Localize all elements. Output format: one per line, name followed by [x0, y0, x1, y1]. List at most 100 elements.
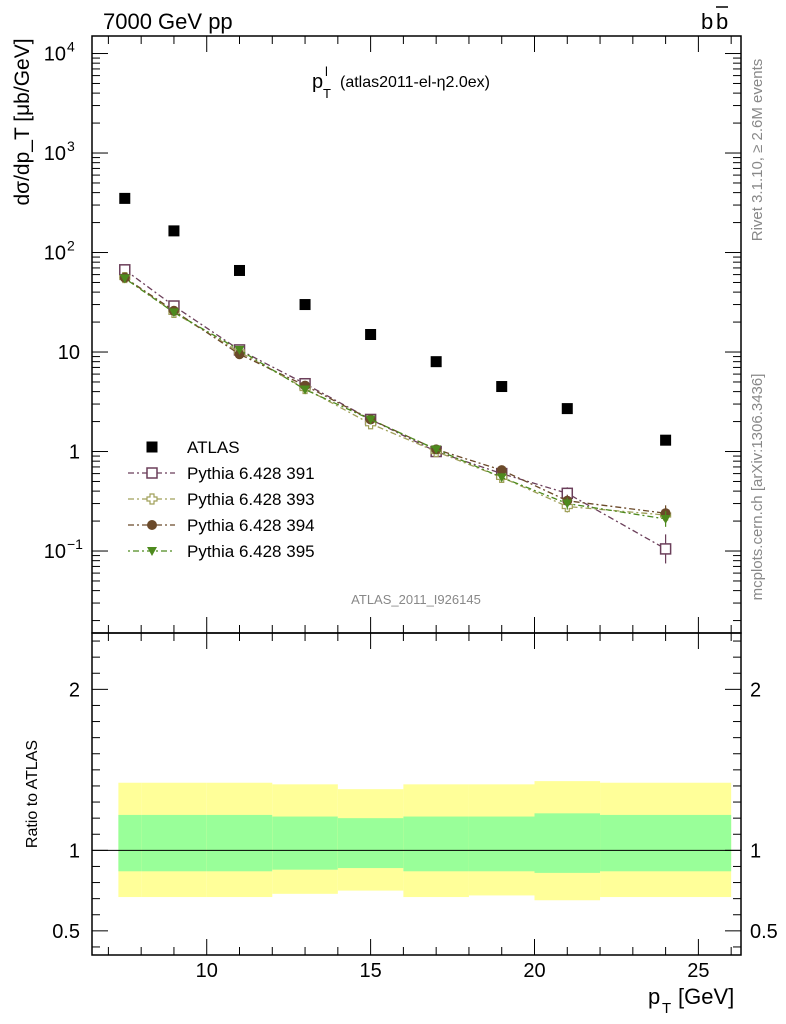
- data-point: [561, 403, 573, 415]
- data-point: [659, 543, 672, 555]
- y-tick-label: 10: [44, 44, 66, 66]
- rivet-label: Rivet 3.1.10, ≥ 2.6M events: [749, 59, 766, 242]
- band-inner: [403, 816, 469, 872]
- marker-square: [119, 192, 131, 204]
- marker-circle: [147, 520, 157, 530]
- series-p395: [119, 274, 671, 527]
- marker-triangle: [147, 547, 157, 556]
- ratio-y-tick-label-right: 1: [750, 840, 761, 862]
- data-point: [147, 547, 157, 556]
- main-series: [119, 192, 672, 564]
- y-tick-label: 10: [44, 541, 66, 563]
- ratio-frame: [91, 632, 742, 956]
- data-point: [562, 499, 573, 509]
- legend-item: Pythia 6.428 393: [128, 490, 315, 509]
- main-x-ticks: [107, 36, 732, 633]
- data-point: [146, 441, 158, 453]
- legend-label: ATLAS: [187, 438, 240, 457]
- header-right-b: b: [701, 9, 713, 34]
- data-point: [365, 329, 377, 340]
- marker-square: [299, 299, 311, 311]
- data-point: [146, 493, 158, 505]
- data-point: [431, 445, 442, 455]
- marker-square: [496, 381, 508, 393]
- y-tick-label: 10: [58, 342, 80, 364]
- x-axis-label-unit: [GeV]: [678, 984, 734, 1009]
- legend-label: Pythia 6.428 393: [187, 490, 315, 509]
- marker-square: [561, 403, 573, 415]
- marker-triangle: [496, 473, 507, 483]
- marker-square: [430, 356, 442, 368]
- plot-title-sub: T: [323, 86, 331, 101]
- data-point: [365, 415, 376, 425]
- data-point: [146, 467, 158, 479]
- legend: ATLAS Pythia 6.428 391 Pythia 6.428 393 Pyt…: [128, 438, 315, 561]
- data-point: [147, 520, 157, 530]
- data-point: [299, 299, 311, 311]
- y-tick-label-exp: 4: [67, 39, 75, 55]
- ratio-x-tick-labels: 10 15 20 25: [196, 960, 710, 982]
- marker-open-square: [659, 543, 672, 555]
- marker-triangle: [365, 415, 376, 425]
- header-right: b b: [701, 6, 728, 34]
- legend-label: Pythia 6.428 394: [187, 516, 315, 535]
- marker-triangle: [431, 445, 442, 455]
- marker-square: [146, 441, 158, 453]
- ratio-y-axis-label: Ratio to ATLAS: [24, 740, 41, 848]
- ratio-ticks: [92, 633, 741, 955]
- marker-square: [234, 264, 245, 276]
- y-tick-label-exp: −1: [67, 536, 83, 552]
- data-point: [496, 381, 508, 393]
- marker-circle: [496, 465, 507, 476]
- x-tick-label: 10: [196, 960, 218, 982]
- x-tick-label: 25: [687, 960, 709, 982]
- series-line: [124, 277, 666, 520]
- data-point: [660, 514, 671, 524]
- marker-open-square: [146, 467, 158, 479]
- ratio-y-tick-label-left: 0.5: [52, 921, 80, 943]
- ratio-bands: [118, 781, 732, 901]
- y-tick-label: 1: [69, 442, 80, 464]
- data-point: [496, 465, 507, 476]
- series-atlas: [119, 192, 672, 446]
- ratio-y-tick-label-left: 2: [69, 679, 80, 701]
- marker-triangle: [168, 308, 179, 318]
- main-y-axis-label: dσ/dp_T [μb/GeV]: [11, 38, 34, 205]
- data-point: [234, 264, 245, 276]
- band-inner: [337, 818, 404, 869]
- y-tick-label: 10: [44, 243, 66, 265]
- data-point: [234, 345, 245, 355]
- legend-item: Pythia 6.428 391: [128, 464, 315, 483]
- data-point: [168, 308, 179, 318]
- marker-triangle: [660, 514, 671, 524]
- band-inner: [468, 816, 535, 872]
- band-inner: [600, 814, 732, 872]
- data-point: [119, 192, 131, 204]
- series-p393: [119, 271, 672, 523]
- band-inner: [141, 814, 207, 872]
- data-point: [168, 225, 180, 237]
- plot-title-rest: (atlas2011-el-η2.0ex): [340, 74, 490, 91]
- legend-item: ATLAS: [146, 438, 240, 457]
- x-axis-label: p T [GeV]: [648, 984, 734, 1017]
- main-y-ticks: [92, 53, 741, 622]
- marker-triangle: [234, 345, 245, 355]
- series-line: [124, 269, 666, 550]
- band-inner: [118, 814, 142, 872]
- legend-item: Pythia 6.428 394: [128, 516, 315, 535]
- marker-square: [168, 225, 180, 237]
- legend-label: Pythia 6.428 391: [187, 464, 315, 483]
- series-p394: [119, 272, 671, 522]
- main-panel: p l T (atlas2011-el-η2.0ex) dσ/dp_T [μb/…: [11, 35, 742, 634]
- marker-triangle: [562, 499, 573, 509]
- data-point: [430, 356, 442, 368]
- ratio-panel: 0.5 0.5 1 1 2 2 10 15 20 25 Ratio to ATLAS p T […: [24, 632, 778, 1017]
- legend-item: Pythia 6.428 395: [128, 542, 315, 561]
- marker-triangle: [119, 274, 130, 284]
- legend-label: Pythia 6.428 395: [187, 542, 315, 561]
- marker-square: [660, 434, 672, 446]
- band-inner: [534, 813, 601, 873]
- ratio-y-tick-labels: 0.5 0.5 1 1 2 2: [52, 679, 778, 943]
- header-right-bbar: b: [716, 9, 728, 34]
